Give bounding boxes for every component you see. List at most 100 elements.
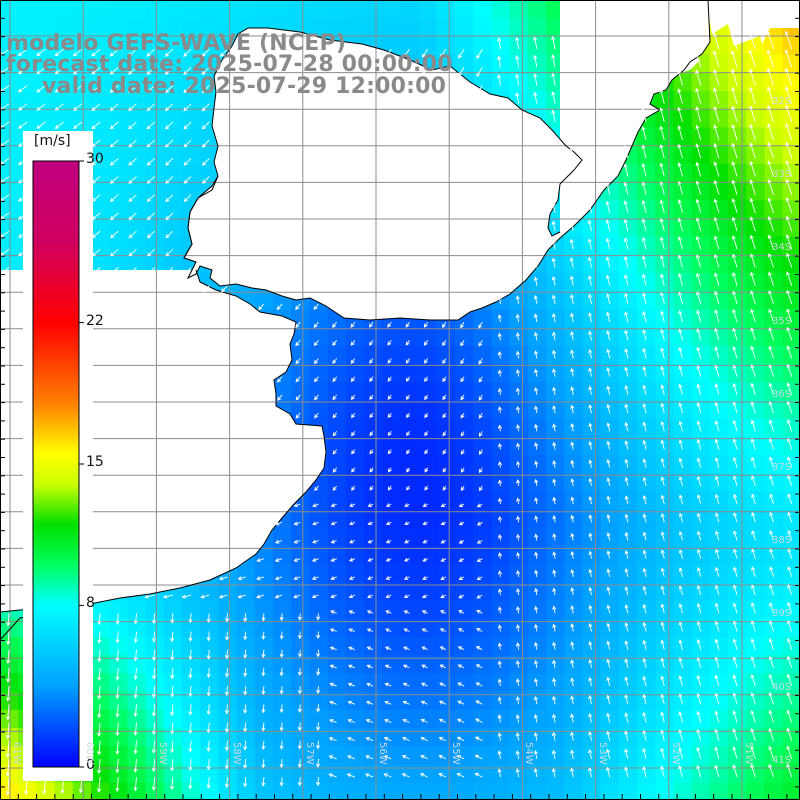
wind-cell: [691, 709, 711, 729]
wind-cell: [364, 600, 383, 620]
wind-arrow: [677, 180, 683, 195]
wind-cell: [200, 600, 219, 620]
wind-arrow: [570, 459, 575, 468]
wind-arrow: [170, 613, 175, 624]
wind-cell: [637, 637, 656, 656]
wind-arrow: [533, 91, 538, 104]
wind-cell: [546, 291, 565, 310]
wind-cell: [400, 764, 420, 784]
wind-cell: [746, 309, 765, 329]
wind-arrow: [54, 85, 64, 93]
wind-cell: [564, 418, 583, 438]
wind-arrow: [696, 494, 702, 505]
wind-arrow: [642, 292, 647, 305]
wind-arrow: [91, 66, 101, 75]
wind-cell: [491, 364, 511, 383]
wind-cell: [400, 364, 420, 383]
wind-cell: [145, 0, 165, 19]
wind-arrow: [695, 50, 702, 68]
wind-cell: [473, 436, 492, 456]
wind-arrow: [768, 419, 774, 432]
wind-cell: [109, 91, 128, 110]
wind-arrow: [475, 718, 483, 723]
wind-arrow: [642, 329, 647, 341]
wind-cell: [709, 527, 729, 547]
wind-cell: [491, 345, 511, 365]
wind-cell: [655, 782, 674, 800]
wind-arrow: [497, 424, 503, 432]
wind-arrow: [624, 748, 629, 760]
wind-arrow: [420, 682, 428, 687]
wind-cell: [327, 400, 347, 420]
wind-cell: [600, 655, 620, 674]
wind-cell: [345, 473, 365, 492]
wind-cell: [200, 637, 219, 656]
land-lagoon-area: [664, 52, 700, 74]
wind-cell: [273, 655, 292, 674]
wind-arrow: [474, 736, 483, 742]
wind-arrow: [516, 424, 521, 432]
wind-arrow: [442, 394, 447, 401]
wind-cell: [764, 273, 784, 292]
wind-cell: [91, 655, 110, 674]
wind-cell: [637, 400, 656, 420]
wind-cell: [746, 127, 765, 147]
wind-cell: [709, 327, 729, 347]
wind-cell: [473, 382, 492, 401]
wind-cell: [291, 509, 310, 529]
wind-arrow: [624, 531, 629, 541]
wind-cell: [54, 54, 74, 74]
wind-cell: [509, 364, 529, 383]
wind-arrow: [784, 86, 793, 104]
wind-cell: [127, 600, 147, 620]
wind-arrow: [133, 777, 138, 792]
wind-arrow: [351, 467, 356, 473]
wind-cell: [509, 382, 529, 401]
wind-cell: [382, 418, 401, 438]
wind-cell: [709, 163, 729, 183]
wind-cell: [72, 0, 92, 19]
wind-arrow: [151, 758, 156, 773]
wind-cell: [637, 527, 656, 547]
wind-cell: [764, 473, 784, 492]
wind-arrow: [515, 732, 520, 741]
wind-arrow: [714, 346, 720, 359]
wind-arrow: [731, 253, 738, 268]
wind-cell: [546, 764, 565, 784]
wind-arrow: [330, 594, 337, 599]
wind-cell: [309, 509, 329, 529]
wind-arrow: [588, 385, 593, 396]
wind-cell: [509, 418, 529, 438]
wind-cell: [200, 163, 219, 183]
wind-arrow: [768, 308, 774, 323]
wind-cell: [509, 673, 529, 693]
wind-cell: [436, 18, 456, 37]
wind-arrow: [749, 142, 756, 159]
wind-arrow: [732, 456, 738, 468]
wind-cell: [709, 691, 729, 711]
title-forecast-date: forecast date: 2025-07-28 00:00:00: [6, 52, 453, 77]
wind-arrow: [515, 332, 520, 341]
wind-arrow: [552, 478, 557, 486]
wind-arrow: [313, 321, 319, 329]
wind-arrow: [404, 539, 410, 544]
wind-arrow: [714, 710, 720, 723]
wind-cell: [782, 637, 800, 656]
wind-arrow: [750, 763, 756, 778]
wind-arrow: [422, 557, 428, 562]
wind-cell: [491, 691, 511, 711]
wind-arrow: [624, 676, 629, 687]
wind-arrow: [275, 521, 283, 526]
longitude-label: 58W: [230, 742, 242, 765]
wind-cell: [691, 691, 711, 711]
wind-cell: [782, 436, 800, 456]
wind-arrow: [385, 48, 392, 58]
wind-arrow: [330, 521, 337, 526]
wind-cell: [163, 236, 183, 256]
wind-arrow: [478, 321, 483, 329]
wind-arrow: [677, 199, 683, 214]
wind-cell: [18, 91, 37, 110]
wind-cell: [600, 509, 620, 529]
wind-cell: [509, 546, 529, 565]
wind-arrow: [713, 68, 720, 86]
